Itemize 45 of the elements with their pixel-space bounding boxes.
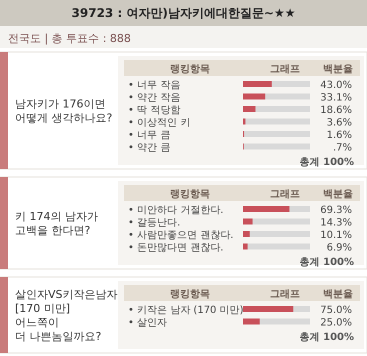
data-label: 10.1% <box>320 230 352 241</box>
data-label: .7% <box>332 142 352 154</box>
text: 남자키가 176이면 어떻게 생각하나요? <box>15 98 112 124</box>
text: 그래프 <box>270 189 300 200</box>
bar <box>243 106 256 112</box>
text: 랭킹항목 <box>170 189 210 200</box>
data-label: 69.3% <box>320 205 352 216</box>
page-header: 39723 : 여자만)남자키에대한질문~★★ <box>0 0 367 26</box>
y-tick-label: • 사람만좋으면 괜찮다. <box>128 230 234 241</box>
text: 총계 100% <box>300 157 354 168</box>
vote-count-bar: 전국도 | 총 투표수 : 888 <box>0 26 367 48</box>
y-tick-label: • 미안하다 거절한다. <box>128 205 224 216</box>
y-tick-label: • 돈만많다면 괜찮다. <box>128 242 224 254</box>
text: 백분율 <box>323 189 353 200</box>
text: 그래프 <box>270 64 300 75</box>
y-tick-label: • 약간 큼 <box>128 142 170 154</box>
y-tick-label: • 약간 작음 <box>128 92 180 104</box>
text: 총계 100% <box>300 332 354 343</box>
text: 그래프 <box>270 289 300 300</box>
data-label: 43.0% <box>320 80 352 91</box>
text: 랭킹항목 <box>170 64 210 75</box>
y-tick-label: • 너무 큼 <box>128 130 170 141</box>
y-tick-label: • 키작은 남자 (170 미만) <box>128 305 244 316</box>
text: 랭킹항목 <box>170 289 210 300</box>
text: 백분율 <box>323 289 353 300</box>
data-label: 33.1% <box>320 92 352 104</box>
data-label: 1.6% <box>326 130 352 141</box>
data-label: 18.6% <box>320 105 352 116</box>
bar <box>243 231 250 237</box>
text: 총계 100% <box>300 257 354 268</box>
text: 키 174의 남자가 고백을 한다면? <box>15 210 98 237</box>
y-tick-label: • 이상적인 키 <box>128 118 190 128</box>
bar <box>243 218 253 224</box>
y-tick-label: • 너무 작음 <box>128 80 180 91</box>
text: 백분율 <box>323 64 353 75</box>
data-label: 3.6% <box>326 118 352 128</box>
bar <box>243 244 248 250</box>
y-tick-label: • 살인자 <box>128 318 168 328</box>
data-label: 6.9% <box>326 242 352 254</box>
text: 살인자VS키작은남자 [170 미만] 어느쪽이 더 나쁜놈일까요? <box>15 288 118 343</box>
y-tick-label: • 갈등난다. <box>128 218 180 228</box>
data-label: 75.0% <box>320 305 352 316</box>
data-label: 25.0% <box>320 318 352 328</box>
y-tick-label: • 딱 적당함 <box>128 105 180 116</box>
data-label: 14.3% <box>320 218 352 228</box>
